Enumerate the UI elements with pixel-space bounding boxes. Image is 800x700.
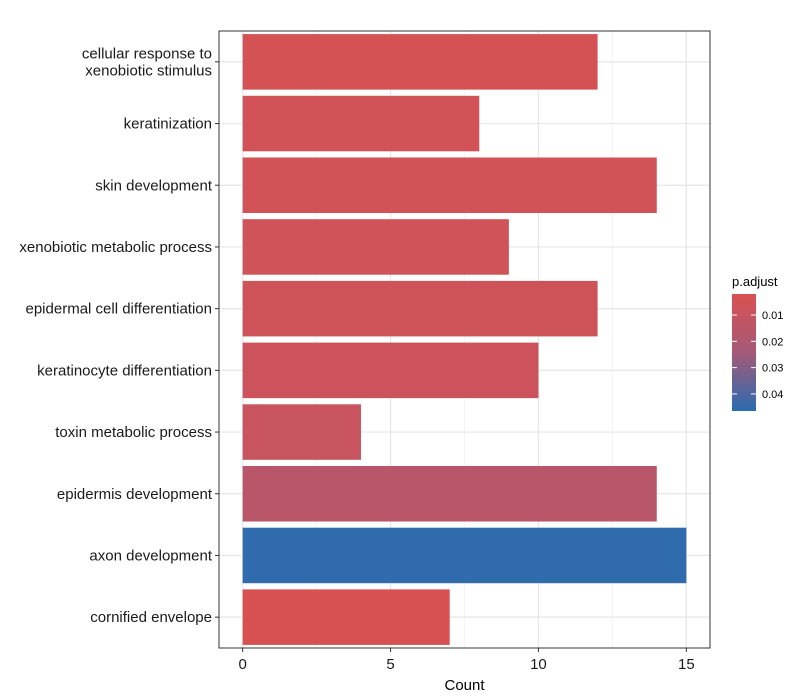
- bar: [242, 219, 509, 275]
- legend: p.adjust 0.01 0.02 0.03 0.04: [732, 274, 783, 411]
- x-tick-label: 5: [386, 656, 394, 673]
- x-tick-label: 0: [238, 656, 246, 673]
- bar: [242, 95, 480, 152]
- x-tick-label: 15: [678, 656, 695, 673]
- x-axis: 0 5 10 15: [238, 648, 695, 673]
- y-tick-label: epidermis development: [57, 486, 213, 503]
- legend-tick-label: 0.03: [762, 363, 783, 375]
- x-axis-title: Count: [444, 677, 485, 694]
- legend-tick-label: 0.02: [762, 336, 783, 348]
- bar: [242, 280, 598, 337]
- bars-group: [242, 34, 687, 645]
- y-tick-label: xenobiotic metabolic process: [19, 239, 212, 256]
- y-tick-label: toxin metabolic process: [55, 424, 212, 441]
- y-tick-label: epidermal cell differentiation: [26, 301, 213, 318]
- y-tick-label: skin development: [95, 177, 213, 194]
- bar: [242, 404, 361, 460]
- x-tick-label: 10: [530, 656, 547, 673]
- y-tick-label: axon development: [89, 547, 212, 564]
- y-tick-label: cornified envelope: [90, 609, 212, 626]
- legend-title: p.adjust: [732, 274, 778, 289]
- y-tick-label: cellular response to xenobiotic stimulus: [82, 45, 212, 79]
- y-axis: cellular response to xenobiotic stimulus k…: [19, 45, 219, 626]
- y-tick-label: keratinization: [124, 116, 212, 133]
- bar: [242, 527, 687, 584]
- bar: [242, 465, 657, 522]
- legend-tick-label: 0.04: [762, 389, 783, 401]
- y-tick-label: keratinocyte differentiation: [37, 362, 212, 379]
- bar: [242, 157, 657, 214]
- bar: [242, 34, 598, 90]
- legend-ticks: 0.01 0.02 0.03 0.04: [732, 310, 783, 401]
- legend-colorbar: [732, 294, 756, 411]
- bar: [242, 589, 450, 645]
- panel-border: [218, 30, 711, 649]
- legend-tick-label: 0.01: [762, 310, 783, 322]
- bar: [242, 342, 539, 399]
